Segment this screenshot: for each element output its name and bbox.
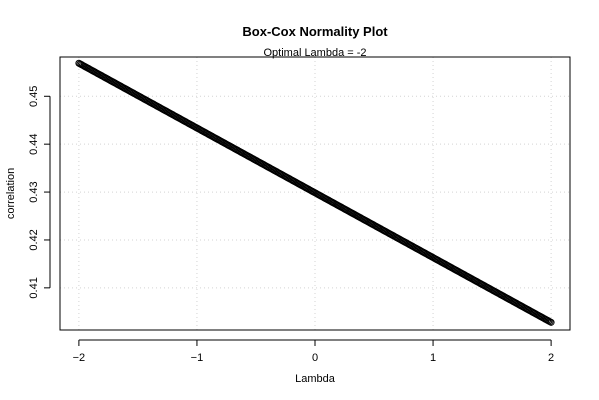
x-tick-label: −1: [191, 352, 204, 364]
x-tick-label: −2: [73, 352, 86, 364]
x-tick-label: 0: [312, 352, 318, 364]
x-axis-label: Lambda: [295, 373, 336, 385]
chart-subtitle: Optimal Lambda = -2: [263, 47, 366, 59]
data-point: [547, 318, 555, 326]
x-tick-label: 1: [430, 352, 436, 364]
data-points: [75, 59, 555, 326]
x-tick-label: 2: [548, 352, 554, 364]
x-axis: −2 −1 0 1 2: [73, 339, 554, 364]
plot-frame: [59, 56, 571, 331]
y-tick-label: 0.43: [28, 181, 40, 202]
y-tick-label: 0.42: [28, 229, 40, 250]
y-tick-label: 0.41: [28, 277, 40, 298]
y-tick-label: 0.45: [28, 86, 40, 107]
y-tick-label: 0.44: [28, 133, 40, 154]
y-axis: 0.41 0.42 0.43 0.44 0.45: [28, 86, 51, 299]
y-axis-label: correlation: [5, 168, 17, 219]
chart-title: Box-Cox Normality Plot: [242, 24, 388, 39]
